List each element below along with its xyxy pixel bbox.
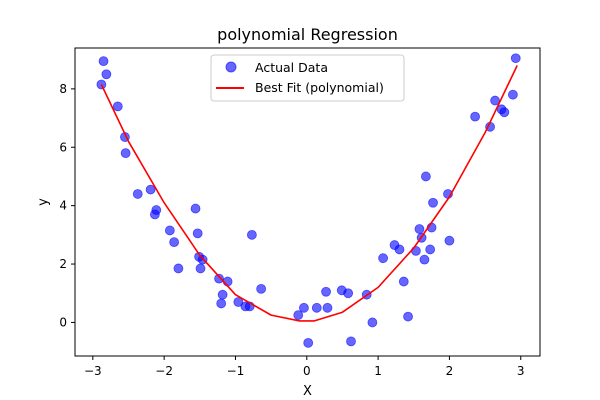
data-point (101, 69, 112, 80)
data-point (510, 53, 521, 64)
y-tick-label: 4 (59, 199, 67, 213)
data-point (169, 237, 180, 248)
data-point (303, 337, 314, 348)
x-tick-label: −3 (84, 364, 102, 378)
data-point (173, 263, 184, 274)
x-axis: −3 −2 −1 0 1 2 3 (84, 356, 525, 378)
data-point (444, 235, 455, 246)
data-point (499, 107, 510, 118)
y-axis-label: y (36, 198, 51, 206)
data-point (394, 244, 405, 255)
data-point (346, 336, 356, 347)
data-point (410, 245, 421, 256)
y-tick-label: 2 (59, 257, 67, 271)
data-point (145, 184, 156, 195)
data-point (420, 171, 431, 182)
data-point (98, 56, 109, 67)
data-point (151, 205, 162, 215)
legend-box (210, 54, 405, 102)
data-point (246, 229, 257, 240)
data-point (164, 225, 175, 236)
chart-title: polynomial Regression (217, 25, 398, 44)
x-tick-label: 2 (446, 364, 454, 378)
data-point (192, 228, 203, 239)
data-point (470, 111, 481, 122)
data-point (256, 283, 267, 294)
data-point (425, 244, 436, 255)
data-point (508, 89, 518, 100)
y-tick-label: 8 (59, 82, 67, 96)
data-point (398, 276, 409, 287)
y-tick-label: 0 (59, 315, 67, 329)
legend-label-actual-data: Actual Data (255, 60, 328, 75)
data-point (403, 311, 413, 322)
x-tick-label: 1 (374, 364, 382, 378)
data-point (343, 288, 354, 299)
legend: Actual Data Best Fit (polynomial) (210, 54, 405, 102)
x-tick-label: −1 (227, 364, 245, 378)
data-point (321, 286, 331, 297)
x-tick-label: 0 (303, 364, 311, 378)
data-point (216, 298, 227, 309)
data-point (112, 101, 123, 112)
data-point (414, 224, 425, 234)
data-point (132, 189, 143, 199)
x-tick-label: 3 (517, 364, 525, 378)
data-point (378, 253, 389, 264)
data-point (217, 289, 228, 300)
data-point (311, 302, 322, 313)
data-point (293, 310, 304, 321)
x-axis-label: X (303, 384, 312, 399)
data-point (367, 317, 378, 328)
x-tick-label: −2 (155, 364, 173, 378)
data-point (299, 302, 309, 313)
axes-frame (74, 47, 541, 357)
data-point (428, 197, 438, 208)
data-point (214, 273, 224, 284)
data-point (419, 254, 430, 265)
data-point (190, 203, 201, 214)
y-tick-label: 6 (59, 140, 67, 154)
y-axis: 0 2 4 6 8 (59, 82, 75, 329)
legend-scatter-marker (225, 61, 237, 73)
data-point (322, 302, 333, 313)
best-fit-line (100, 65, 518, 322)
legend-label-best-fit: Best Fit (polynomial) (255, 80, 384, 95)
plot-area (96, 53, 521, 348)
data-point (233, 297, 244, 307)
data-point (120, 148, 131, 159)
data-point (195, 263, 206, 274)
